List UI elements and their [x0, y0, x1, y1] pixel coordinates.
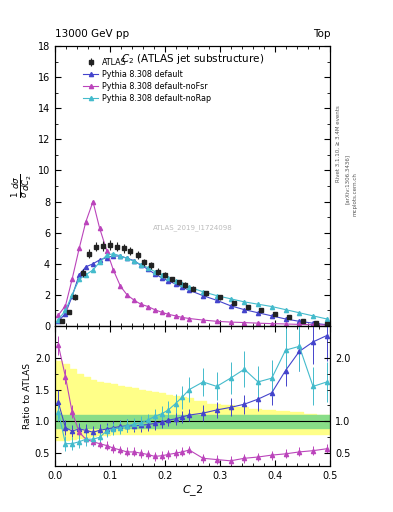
Y-axis label: $\frac{1}{\sigma}\frac{d\sigma}{dC_2}$: $\frac{1}{\sigma}\frac{d\sigma}{dC_2}$ [10, 174, 34, 199]
Text: Top: Top [312, 29, 330, 39]
Text: $C_2$ (ATLAS jet substructure): $C_2$ (ATLAS jet substructure) [121, 52, 264, 66]
Text: Rivet 3.1.10, ≥ 3.4M events: Rivet 3.1.10, ≥ 3.4M events [336, 105, 341, 182]
Text: [arXiv:1306.3436]: [arXiv:1306.3436] [345, 154, 350, 204]
Text: mcplots.cern.ch: mcplots.cern.ch [353, 173, 358, 217]
Legend: ATLAS, Pythia 8.308 default, Pythia 8.308 default-noFsr, Pythia 8.308 default-no: ATLAS, Pythia 8.308 default, Pythia 8.30… [80, 55, 214, 106]
Y-axis label: Ratio to ATLAS: Ratio to ATLAS [23, 363, 32, 429]
Text: ATLAS_2019_I1724098: ATLAS_2019_I1724098 [153, 225, 232, 231]
Text: 13000 GeV pp: 13000 GeV pp [55, 29, 129, 39]
X-axis label: $C\_2$: $C\_2$ [182, 483, 203, 498]
